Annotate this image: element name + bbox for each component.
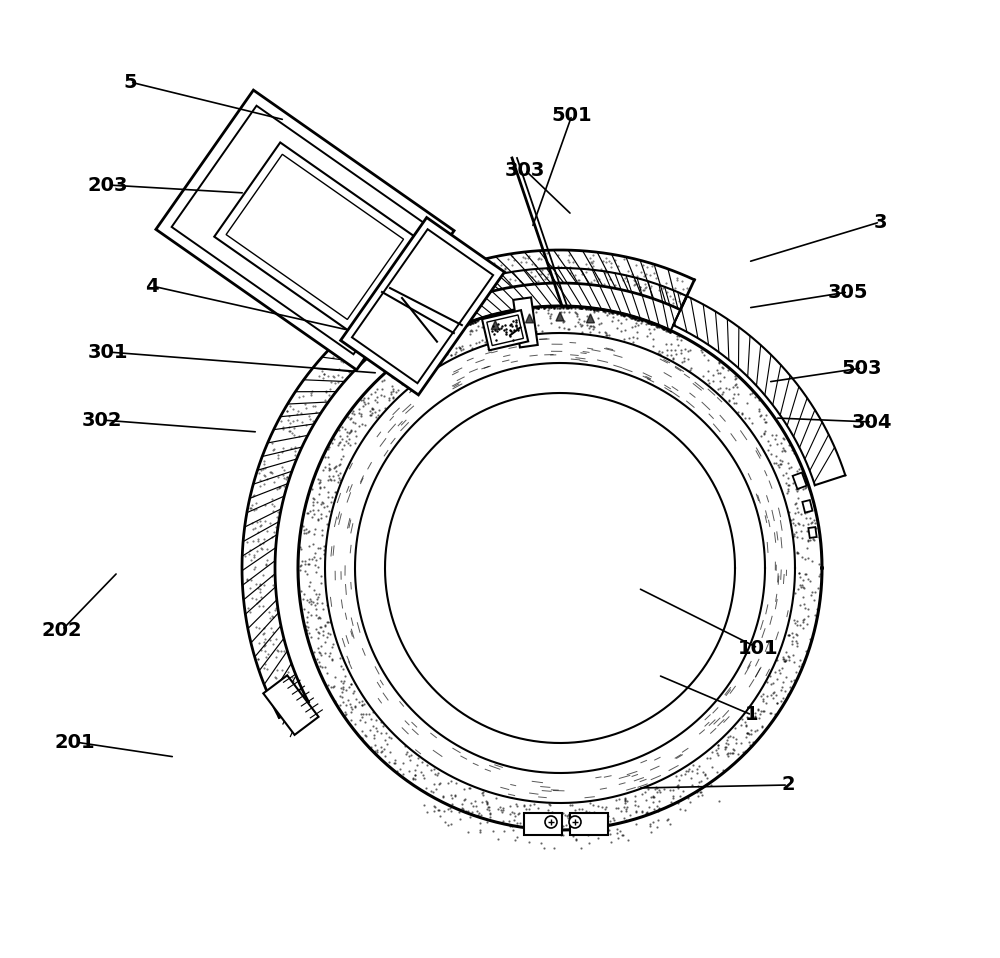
Polygon shape [556,312,564,321]
Text: 501: 501 [552,105,592,125]
Text: 301: 301 [88,343,128,361]
Polygon shape [263,675,319,735]
Text: 302: 302 [82,410,122,429]
Polygon shape [513,297,538,348]
Polygon shape [524,813,562,835]
Text: 305: 305 [828,283,868,302]
Polygon shape [156,90,454,370]
Polygon shape [214,143,415,331]
Circle shape [545,816,557,828]
Polygon shape [526,314,534,323]
Text: 303: 303 [505,161,545,179]
Polygon shape [482,310,528,351]
Text: 203: 203 [88,175,128,194]
Polygon shape [341,217,504,395]
Polygon shape [226,154,404,319]
Text: 2: 2 [781,775,795,794]
Text: 4: 4 [145,277,159,295]
Polygon shape [570,813,608,835]
Text: 5: 5 [123,73,137,92]
Text: 503: 503 [842,358,882,377]
Text: 1: 1 [745,705,759,724]
Polygon shape [491,321,499,330]
Text: 201: 201 [55,733,95,751]
Polygon shape [802,500,812,513]
Text: 101: 101 [738,638,778,657]
Polygon shape [487,315,523,346]
Polygon shape [808,527,817,538]
Text: 3: 3 [873,213,887,232]
Circle shape [569,816,581,828]
Polygon shape [172,105,438,354]
Text: 304: 304 [852,413,892,431]
Polygon shape [586,314,594,323]
Polygon shape [793,472,807,489]
Polygon shape [352,229,493,383]
Text: 202: 202 [42,621,82,640]
